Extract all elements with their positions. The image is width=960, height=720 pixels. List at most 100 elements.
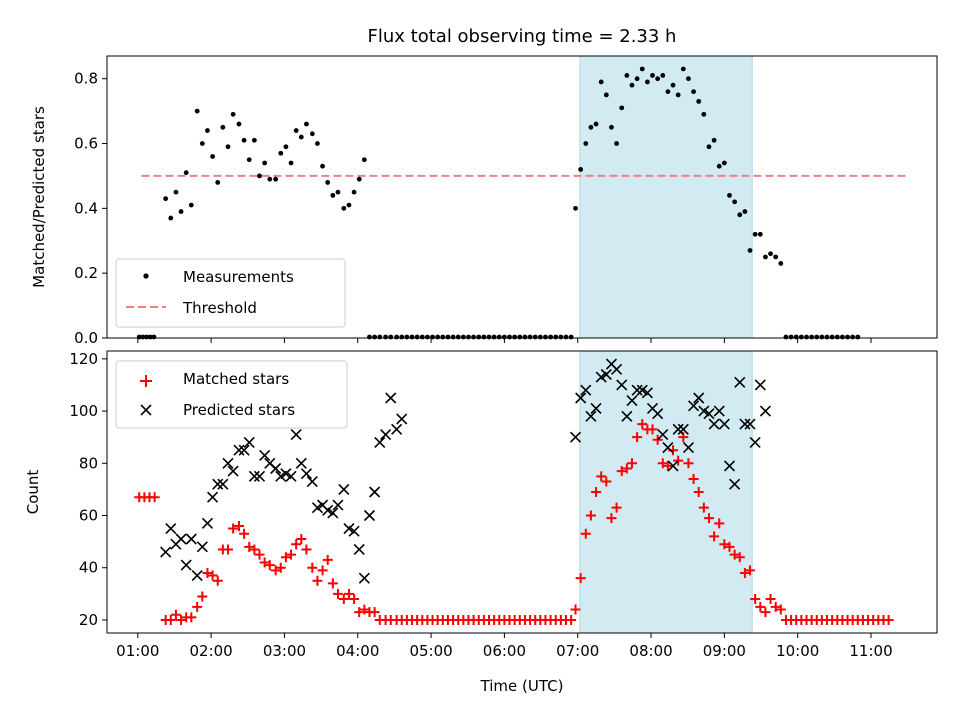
- measurement-point: [517, 334, 523, 340]
- predicted-stars-point: [380, 428, 392, 441]
- measurement-point: [824, 334, 830, 340]
- measurement-point: [855, 334, 861, 340]
- measurement-point: [568, 334, 574, 340]
- measurement-point: [727, 192, 732, 198]
- predicted-stars-point: [749, 436, 761, 448]
- predicted-stars-point: [693, 392, 705, 404]
- measurement-point: [388, 334, 394, 340]
- measurement-point: [614, 141, 619, 146]
- matched-stars-point: [212, 575, 223, 586]
- measurement-point: [304, 121, 309, 127]
- predicted-stars-point: [160, 546, 172, 558]
- predicted-stars-point: [243, 436, 255, 448]
- matched-stars-point: [202, 567, 213, 578]
- measurement-point: [351, 189, 357, 195]
- y-tick-label: 0.6: [74, 135, 98, 153]
- measurement-point: [650, 73, 655, 78]
- matched-stars-point: [616, 466, 627, 477]
- measurement-point: [660, 73, 666, 78]
- matched-stars-point: [606, 513, 617, 524]
- measurement-point: [460, 334, 466, 340]
- y-tick-label: 0.4: [74, 199, 98, 217]
- matched-stars-point: [719, 539, 730, 550]
- matched-stars-point: [596, 471, 607, 482]
- measurement-point: [246, 157, 252, 163]
- legend-matched-label: Matched stars: [183, 370, 289, 388]
- x-tick-label: 06:00: [483, 642, 526, 660]
- measurement-point: [634, 76, 640, 82]
- matched-stars-point: [197, 591, 208, 602]
- predicted-stars-point: [575, 392, 587, 404]
- predicted-stars-point: [185, 533, 197, 545]
- measurement-point: [583, 141, 589, 146]
- matched-stars-point: [349, 594, 360, 605]
- measurement-point: [267, 176, 273, 182]
- matched-stars-point: [239, 528, 250, 539]
- measurement-point: [840, 334, 845, 340]
- y-tick-label: 0.2: [74, 264, 98, 282]
- matched-stars-point: [343, 588, 354, 599]
- predicted-stars-point: [688, 400, 700, 412]
- predicted-stars-point: [353, 543, 365, 556]
- predicted-stars-point: [238, 444, 250, 456]
- counts-panel-frame: [106, 350, 938, 634]
- predicted-stars-point: [180, 559, 192, 571]
- matched-stars-point: [621, 463, 632, 474]
- measurement-point: [315, 141, 320, 146]
- matched-stars-point: [254, 549, 265, 560]
- matched-stars-point: [228, 523, 239, 534]
- predicted-stars-point: [662, 442, 674, 454]
- measurement-point: [829, 334, 835, 340]
- y-tick-label: 40: [79, 559, 98, 577]
- measurement-point: [356, 176, 362, 182]
- measurement-point: [205, 128, 210, 133]
- predicted-stars-point: [227, 465, 239, 477]
- measurement-point: [377, 334, 383, 340]
- matched-stars-point: [359, 604, 370, 615]
- matched-stars-point: [312, 575, 323, 586]
- matched-stars-point: [626, 458, 637, 469]
- measurement-point: [655, 76, 661, 82]
- measurement-point: [236, 121, 242, 127]
- measurement-point: [476, 334, 482, 340]
- measurement-point: [742, 209, 748, 214]
- predicted-stars-point: [285, 470, 297, 482]
- measurement-point: [173, 189, 179, 195]
- measurement-point: [183, 170, 189, 176]
- predicted-stars-point: [201, 517, 214, 529]
- measurement-point: [151, 334, 157, 340]
- matched-stars-point: [566, 614, 577, 625]
- x-axis-title: Time (UTC): [480, 677, 564, 695]
- matched-stars-point: [270, 565, 281, 576]
- predicted-stars-point: [374, 436, 386, 448]
- ratio-panel: 0.00.20.40.60.8 Matched/Predicted stars …: [30, 55, 938, 347]
- measurement-point: [603, 92, 609, 98]
- counts-panel: 20 40 60 80 100 120 01:00 02:00 03:00 04:00 05:00…: [24, 350, 938, 695]
- measurement-point: [686, 76, 691, 82]
- measurement-point: [471, 334, 477, 340]
- measurement-point: [491, 334, 497, 340]
- predicted-stars-point: [734, 376, 746, 388]
- y-tick-label: 20: [79, 611, 98, 629]
- matched-stars-point: [591, 487, 602, 497]
- measurement-point: [737, 212, 743, 218]
- matched-stars-point: [714, 518, 725, 529]
- measurement-point: [558, 334, 564, 340]
- predicted-stars-point: [369, 486, 381, 498]
- measurement-point: [320, 163, 325, 169]
- measurement-point: [783, 334, 789, 340]
- measurement-point: [346, 202, 352, 208]
- matched-stars-point: [765, 594, 776, 605]
- predicted-stars-point: [300, 468, 313, 480]
- measurement-point: [372, 334, 378, 340]
- matched-stars-point: [775, 604, 786, 615]
- x-tick-label: 03:00: [263, 642, 306, 660]
- ratio-legend: Measurements Threshold: [115, 258, 346, 328]
- measurement-point: [404, 334, 410, 340]
- predicted-stars-point: [631, 384, 643, 396]
- measurement-point: [548, 334, 553, 340]
- x-tick-label: 07:00: [556, 642, 599, 660]
- matched-stars-point: [647, 424, 658, 435]
- legend-threshold-label: Threshold: [182, 299, 257, 317]
- measurement-point: [507, 334, 512, 340]
